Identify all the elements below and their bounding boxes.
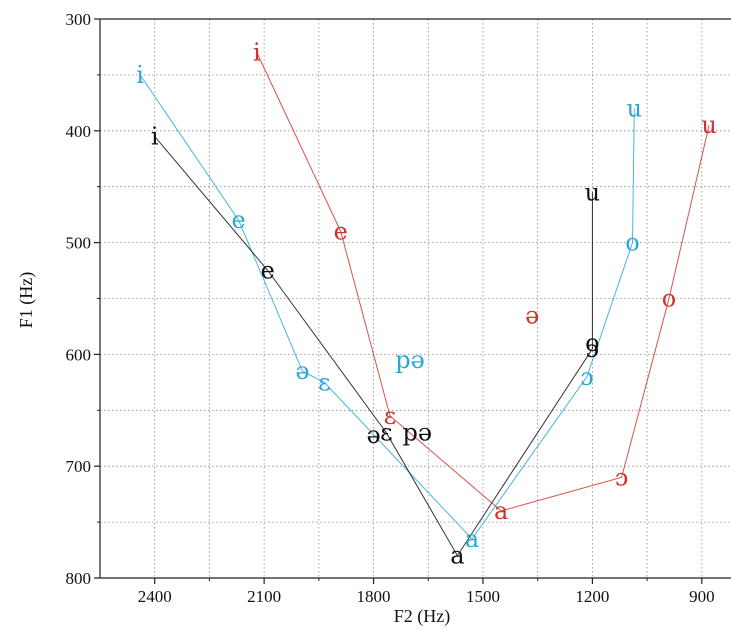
y-tick-label: 600 bbox=[66, 345, 92, 364]
vowel-label-series-2: a bbox=[450, 542, 464, 570]
vowel-label-series-3: i bbox=[253, 39, 261, 67]
grid bbox=[100, 19, 731, 578]
vowel-label-series-3: ɔ bbox=[615, 463, 628, 491]
y-tick-label: 500 bbox=[66, 234, 92, 253]
vowel-label-series-2: ə bbox=[366, 421, 380, 449]
vowel-label-series-1: u bbox=[627, 94, 642, 122]
tick-labels: 300 400 500 600 700 800 2400 2100 1800 1500 1200 90… bbox=[66, 10, 715, 606]
x-axis-label: F2 (Hz) bbox=[394, 606, 451, 627]
series-line-1 bbox=[139, 74, 635, 540]
vowel-label-series-2: ɔ bbox=[586, 335, 599, 363]
x-tick-label: 2100 bbox=[247, 587, 281, 606]
y-axis-label: F1 (Hz) bbox=[16, 272, 37, 329]
vowel-label-series-2: pə bbox=[403, 419, 433, 447]
vowel-label-series-1: a bbox=[465, 525, 479, 553]
y-tick-label: 700 bbox=[66, 457, 92, 476]
y-tick-label: 300 bbox=[66, 10, 92, 29]
vowel-label-series-1: o bbox=[625, 229, 639, 257]
vowel-label-series-2: o bbox=[585, 329, 599, 357]
vowel-label-series-1: ɛ bbox=[318, 368, 330, 396]
vowel-label-series-1: e bbox=[231, 206, 245, 234]
vowel-label-series-2: e bbox=[261, 257, 275, 285]
vowel-label-series-1: i bbox=[136, 61, 144, 89]
x-tick-label: 2400 bbox=[138, 587, 172, 606]
y-tick-label: 800 bbox=[66, 569, 92, 588]
x-tick-label: 1500 bbox=[466, 587, 500, 606]
x-tick-label: 1800 bbox=[357, 587, 391, 606]
vowel-label-series-1: ə bbox=[295, 357, 309, 385]
vowel-label-series-3: a bbox=[494, 497, 508, 525]
vowel-label-series-2: u bbox=[585, 178, 600, 206]
vowel-label-series-3: u bbox=[701, 111, 716, 139]
vowel-label-series-3: e bbox=[334, 217, 348, 245]
vowel-label-series-2: i bbox=[151, 122, 159, 150]
x-tick-label: 1200 bbox=[575, 587, 609, 606]
series-line-2 bbox=[154, 136, 593, 557]
series-line-3 bbox=[256, 52, 710, 512]
vowel-lines bbox=[139, 52, 710, 557]
y-tick-label: 400 bbox=[66, 122, 92, 141]
vowel-label-series-3: o bbox=[662, 285, 676, 313]
vowel-label-series-1: ɔ bbox=[580, 363, 593, 391]
x-tick-label: 900 bbox=[689, 587, 715, 606]
vowel-label-series-2: ɛ bbox=[380, 419, 392, 447]
vowel-label-series-3: ɛ bbox=[384, 402, 396, 430]
axes bbox=[94, 18, 731, 584]
vowel-label-series-1: pə bbox=[395, 346, 425, 374]
vowel-label-series-3: ə bbox=[525, 301, 539, 329]
